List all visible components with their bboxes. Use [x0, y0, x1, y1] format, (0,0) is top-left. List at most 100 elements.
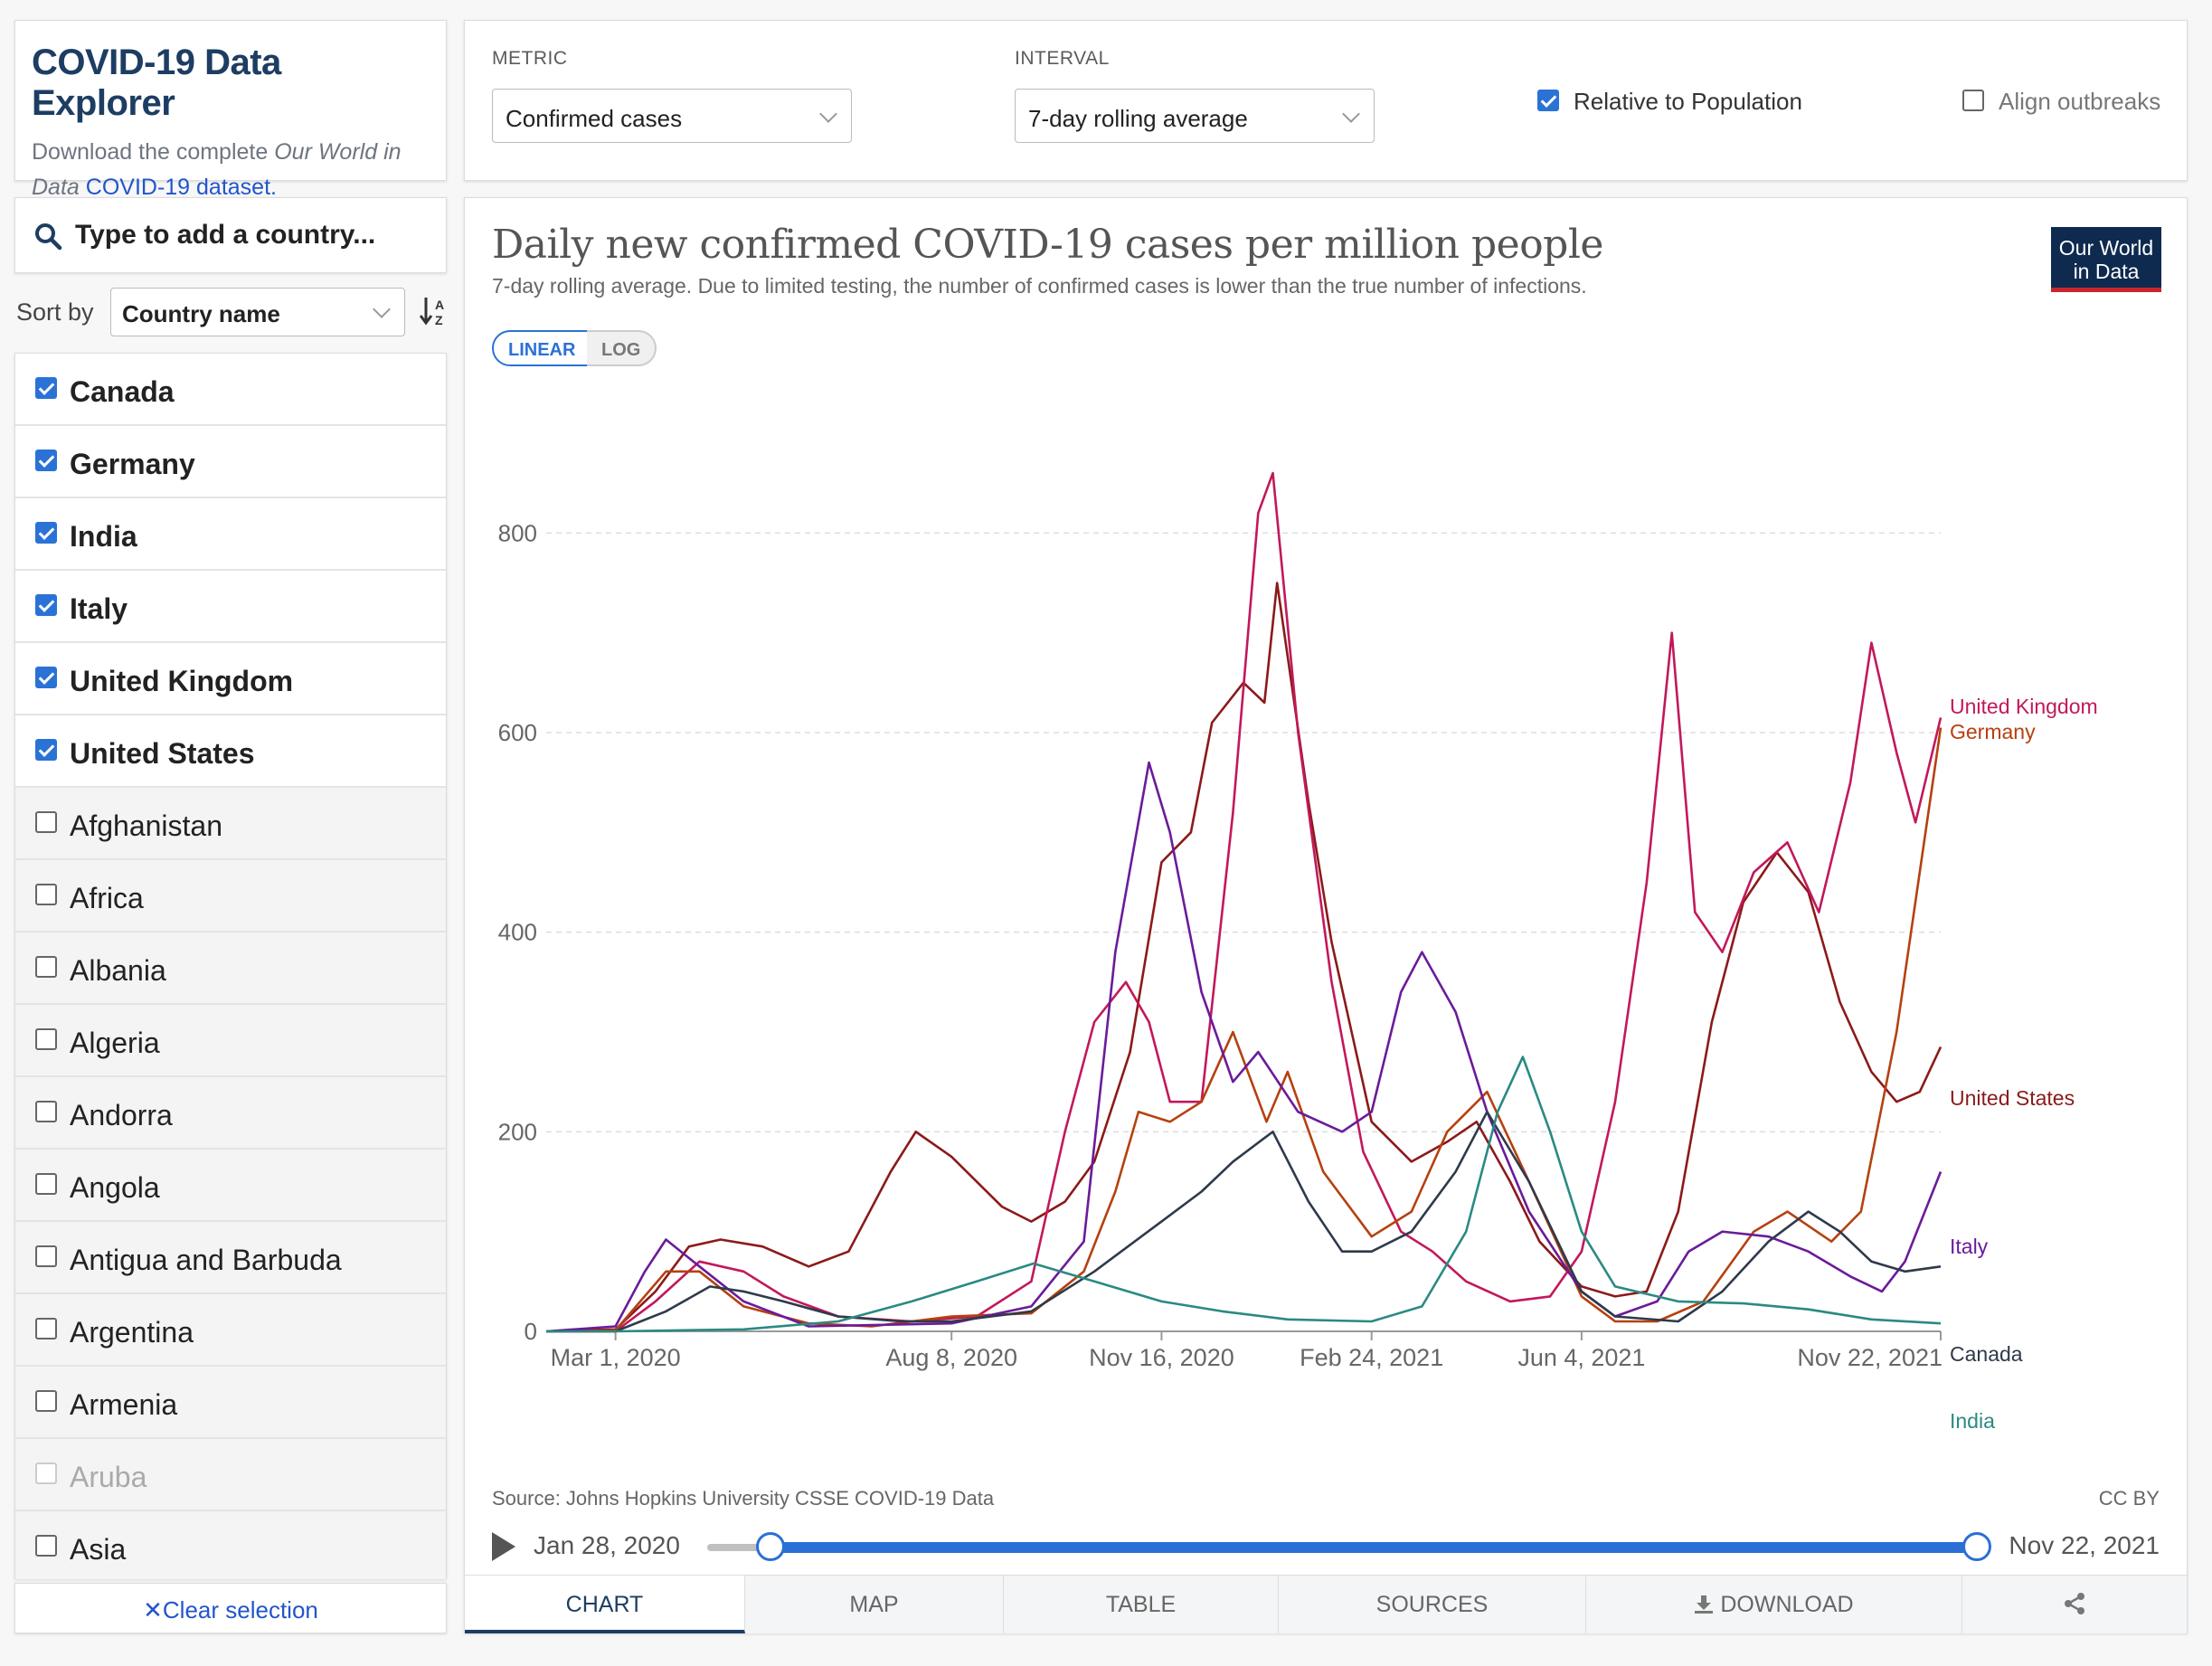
x-tick-label: Nov 22, 2021	[1797, 1344, 1943, 1371]
page-title: COVID-19 Data Explorer	[32, 43, 281, 123]
x-tick-label: Feb 24, 2021	[1300, 1344, 1443, 1371]
share-icon	[2065, 1593, 2084, 1614]
series-line	[546, 471, 1943, 1333]
tab-table[interactable]: TABLE	[1004, 1576, 1279, 1633]
country-row[interactable]: Germany	[15, 426, 446, 498]
country-name: Afghanistan	[70, 809, 223, 842]
sort-value: Country name	[122, 300, 280, 327]
country-checkbox[interactable]	[35, 450, 57, 471]
y-tick-label: 800	[498, 519, 537, 546]
country-name: Angola	[70, 1171, 160, 1204]
country-name: Andorra	[70, 1099, 173, 1131]
tab-chart[interactable]: CHART	[465, 1576, 745, 1633]
interval-select[interactable]: 7-day rolling average	[1015, 89, 1375, 143]
timeline-end-handle[interactable]	[1962, 1532, 1991, 1561]
country-row[interactable]: Angola	[15, 1150, 446, 1222]
country-checkbox[interactable]	[35, 1028, 57, 1050]
license-text[interactable]: CC BY	[2098, 1487, 2160, 1510]
country-checkbox	[35, 1462, 57, 1484]
country-row[interactable]: Algeria	[15, 1005, 446, 1077]
country-list: Canada Germany India Italy United Kingdom Uni…	[14, 353, 447, 1579]
page-description: Download the complete Our World in Data …	[32, 135, 430, 205]
country-name: Canada	[70, 375, 175, 408]
tab-sources[interactable]: SOURCES	[1279, 1576, 1586, 1633]
chevron-down-icon	[373, 300, 391, 318]
country-checkbox[interactable]	[35, 1390, 57, 1412]
country-checkbox[interactable]	[35, 884, 57, 905]
country-row[interactable]: India	[15, 498, 446, 571]
x-tick-label: Mar 1, 2020	[551, 1344, 681, 1371]
chart-title: Daily new confirmed COVID-19 cases per m…	[492, 222, 1603, 268]
country-row[interactable]: Asia	[15, 1511, 446, 1579]
country-row[interactable]: Andorra	[15, 1077, 446, 1150]
country-row: Aruba	[15, 1439, 446, 1511]
country-row[interactable]: Argentina	[15, 1294, 446, 1367]
chevron-down-icon	[1342, 105, 1360, 123]
country-row[interactable]: United Kingdom	[15, 643, 446, 715]
country-row[interactable]: Africa	[15, 860, 446, 932]
country-row[interactable]: Italy	[15, 571, 446, 643]
relative-population-checkbox[interactable]	[1537, 90, 1559, 111]
country-checkbox[interactable]	[35, 956, 57, 978]
country-checkbox[interactable]	[35, 1535, 57, 1557]
metric-value: Confirmed cases	[506, 105, 683, 132]
tab-map[interactable]: MAP	[745, 1576, 1004, 1633]
country-row[interactable]: Armenia	[15, 1367, 446, 1439]
country-checkbox[interactable]	[35, 522, 57, 544]
country-row[interactable]: Antigua and Barbuda	[15, 1222, 446, 1294]
owid-logo[interactable]: Our World in Data	[2051, 227, 2161, 292]
country-checkbox[interactable]	[35, 1318, 57, 1339]
logo-text: Our World in Data	[2058, 236, 2154, 283]
country-name: United Kingdom	[70, 665, 294, 697]
country-checkbox[interactable]	[35, 1173, 57, 1195]
series-label: United Kingdom	[1950, 695, 2098, 718]
country-row[interactable]: Afghanistan	[15, 788, 446, 860]
dataset-link[interactable]: COVID-19 dataset.	[85, 175, 277, 200]
country-search-input[interactable]: Type to add a country...	[14, 197, 447, 273]
x-tick-label: Nov 16, 2020	[1089, 1344, 1234, 1371]
source-text: Source: Johns Hopkins University CSSE CO…	[492, 1487, 995, 1510]
country-checkbox[interactable]	[35, 377, 57, 399]
y-tick-label: 400	[498, 919, 537, 946]
country-checkbox[interactable]	[35, 667, 57, 688]
clear-selection-label: Clear selection	[162, 1596, 318, 1623]
sort-order-icon[interactable]: A Z	[420, 295, 449, 327]
sort-select[interactable]: Country name	[110, 288, 405, 336]
y-tick-label: 0	[525, 1318, 537, 1345]
series-label: United States	[1950, 1086, 2075, 1110]
tab-download[interactable]: DOWNLOAD	[1586, 1576, 1962, 1633]
relative-population-label: Relative to Population	[1574, 88, 1802, 115]
country-checkbox[interactable]	[35, 1101, 57, 1122]
country-name: United States	[70, 737, 255, 770]
country-row[interactable]: United States	[15, 715, 446, 788]
country-name: Albania	[70, 954, 166, 987]
country-checkbox[interactable]	[35, 594, 57, 616]
play-icon[interactable]	[492, 1532, 515, 1561]
timeline-range[interactable]	[770, 1542, 1977, 1553]
series-line	[545, 761, 1943, 1333]
log-scale-button[interactable]: LOG	[587, 330, 657, 366]
close-icon: ✕	[143, 1596, 163, 1623]
metric-select[interactable]: Confirmed cases	[492, 89, 852, 143]
svg-text:Z: Z	[435, 313, 443, 327]
chart-panel: Daily new confirmed COVID-19 cases per m…	[464, 197, 2188, 1633]
series-line	[546, 1110, 1942, 1333]
description-text: Download the complete	[32, 139, 275, 165]
linear-scale-button[interactable]: LINEAR	[492, 330, 592, 366]
country-checkbox[interactable]	[35, 1245, 57, 1267]
timeline-start-handle[interactable]	[756, 1532, 785, 1561]
country-checkbox[interactable]	[35, 811, 57, 833]
timeline-end-date: Nov 22, 2021	[2009, 1531, 2160, 1559]
country-checkbox[interactable]	[35, 739, 57, 761]
series-label: Canada	[1950, 1342, 2023, 1366]
interval-label: INTERVAL	[1015, 48, 1110, 69]
clear-selection-button[interactable]: ✕Clear selection	[14, 1583, 447, 1633]
tab-share[interactable]	[1962, 1576, 2187, 1633]
country-name: Africa	[70, 882, 144, 914]
metric-label: METRIC	[492, 48, 568, 69]
country-row[interactable]: Albania	[15, 932, 446, 1005]
country-row[interactable]: Canada	[15, 354, 446, 426]
x-tick-label: Jun 4, 2021	[1517, 1344, 1645, 1371]
align-outbreaks-checkbox[interactable]	[1962, 90, 1984, 111]
download-icon	[1695, 1595, 1714, 1614]
